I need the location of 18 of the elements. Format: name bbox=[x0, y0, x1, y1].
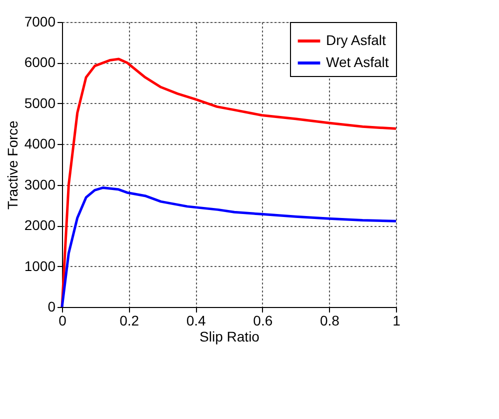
y-tick-label: 6000 bbox=[24, 54, 56, 70]
y-tick-label: 1000 bbox=[24, 258, 56, 274]
x-tick-label: 0.2 bbox=[120, 312, 140, 328]
x-axis-title: Slip Ratio bbox=[200, 328, 260, 344]
y-tick-label: 4000 bbox=[24, 136, 56, 152]
x-tick-label: 0.4 bbox=[186, 312, 206, 328]
x-tick-label: 0 bbox=[58, 312, 67, 328]
y-axis-title: Tractive Force bbox=[4, 120, 20, 210]
y-tick-label: 2000 bbox=[24, 217, 56, 234]
y-tick-label: 7000 bbox=[24, 14, 56, 30]
y-tick-label: 3000 bbox=[24, 176, 56, 192]
y-tick-label: 5000 bbox=[24, 94, 56, 111]
x-tick-label: 0.6 bbox=[253, 312, 273, 328]
legend-label: Wet Asfalt bbox=[326, 54, 389, 70]
x-tick-label: 1 bbox=[392, 312, 401, 328]
legend-label: Dry Asfalt bbox=[326, 32, 386, 48]
y-tick-label: 0 bbox=[48, 298, 56, 314]
x-tick-label: 0.8 bbox=[320, 312, 340, 328]
